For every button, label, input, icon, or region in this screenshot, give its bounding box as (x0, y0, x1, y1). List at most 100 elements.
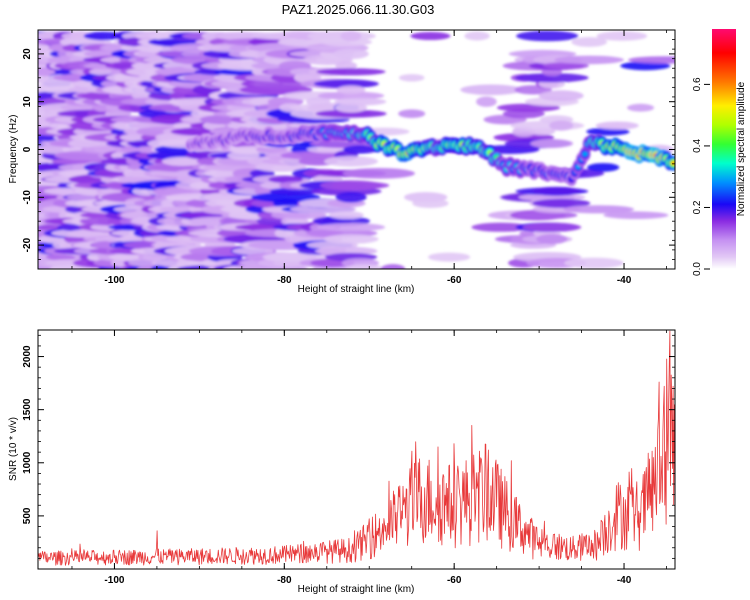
spectrogram-cell (471, 222, 530, 232)
snr-series-line (38, 330, 675, 566)
figure-title: PAZ1.2025.066.11.30.G03 (282, 2, 435, 17)
spectrogram-cell (251, 192, 321, 203)
spectrogram-cell (595, 121, 639, 130)
spectrogram-cell (317, 91, 385, 100)
spectrogram-cell (296, 74, 322, 82)
x-tick-label: -80 (277, 575, 292, 586)
spectrogram-ridge-core (582, 151, 588, 157)
spectrogram-cell (515, 73, 589, 83)
x-tick-label: -40 (617, 575, 632, 586)
x-tick-label: -100 (104, 575, 124, 586)
spectrogram-cell (336, 85, 366, 95)
spectrogram-cell (316, 68, 386, 76)
spectrogram-cell (464, 31, 490, 41)
spectrogram-cell (517, 211, 578, 219)
x-tick-label: -60 (447, 575, 462, 586)
spectrogram-cell (628, 56, 675, 64)
spectrogram-marks (38, 30, 675, 269)
snr-xlabel: Height of straight line (km) (298, 584, 415, 595)
x-tick-label: -80 (277, 275, 292, 286)
spectrogram-cell (532, 198, 591, 208)
spectrogram-ridge (185, 123, 675, 187)
spectrogram-cell (268, 175, 303, 183)
snr-panel: -100 -80 -60 -40 500 1000 1500 2000 Height of s… (8, 329, 676, 595)
spectrogram-cell (522, 222, 582, 232)
spectrogram-cell (571, 37, 608, 47)
colorbar-ticks: 0.0 0.2 0.4 0.6 (692, 77, 710, 276)
snr-background (38, 330, 675, 569)
spectrogram-cell (627, 103, 655, 112)
y-tick-label: 500 (22, 507, 33, 524)
spectrogram-cell (380, 264, 406, 269)
spectrogram-cell (335, 192, 367, 203)
x-tick-label: -60 (447, 275, 462, 286)
spectrogram-cell (281, 211, 327, 220)
spectrogram-ridge-core (670, 160, 675, 166)
spectrogram-cell (316, 223, 386, 232)
spectrogram-cell (587, 163, 620, 172)
colorbar-tick-label: 0.4 (692, 139, 703, 153)
spectrogram-cell (516, 30, 579, 42)
colorbar-gradient (712, 29, 736, 269)
spectrogram-cell (323, 234, 379, 244)
spectrogram-cell (331, 181, 390, 190)
snr-ticks: -100 -80 -60 -40 500 1000 1500 2000 (22, 330, 675, 586)
spectrogram-cell (315, 109, 387, 118)
spectrogram-cell (315, 246, 378, 256)
x-tick-label: -40 (617, 275, 632, 286)
spectrogram-ylabel: Frequency (Hz) (8, 115, 19, 184)
spectrogram-cell (343, 168, 415, 179)
spectrogram-cell (530, 139, 574, 148)
spectrogram-cell (554, 55, 624, 65)
spectrogram-cell (334, 97, 387, 106)
spectrogram-cell (269, 187, 321, 195)
snr-frame (37, 329, 676, 570)
spectrogram-cell (532, 186, 581, 196)
spectrogram-field (38, 30, 675, 269)
spectrogram-cell (563, 205, 635, 214)
colorbar-tick-label: 0.0 (692, 262, 703, 276)
spectrogram-cell (538, 90, 584, 102)
spectrogram-cell (603, 211, 669, 219)
spectrogram-cell (340, 30, 362, 42)
y-tick-label: 0 (22, 146, 33, 152)
spectrogram-cell (428, 252, 471, 262)
spectrogram-cell (549, 120, 574, 131)
spectrogram-cell (476, 96, 497, 107)
spectrogram-cell (335, 61, 358, 71)
spectrogram-cell (536, 234, 568, 245)
spectrogram-cell (398, 109, 426, 118)
colorbar: 0.0 0.2 0.4 0.6 Normalized spectral amplitu… (692, 29, 747, 276)
y-tick-label: 10 (22, 96, 33, 108)
spectrogram-cell (83, 31, 124, 41)
spectrogram-cell (313, 79, 379, 89)
spectrogram-cell (333, 48, 369, 60)
spectrogram-cell (272, 163, 299, 172)
spectrogram-cell (345, 264, 385, 269)
spectrogram-cell (542, 62, 589, 70)
snr-ylabel: SNR (10 * v/v) (8, 417, 19, 481)
spectrogram-cell (620, 61, 671, 71)
spectrogram-cell (343, 145, 378, 154)
spectrogram-cell (412, 198, 449, 208)
y-tick-label: -20 (22, 237, 33, 252)
spectrogram-cell (410, 32, 451, 40)
spectrogram-cell (596, 31, 648, 41)
spectrogram-cell (564, 257, 624, 269)
y-tick-label: 2000 (22, 345, 33, 368)
y-tick-label: 20 (22, 48, 33, 60)
spectrogram-xlabel: Height of straight line (km) (298, 284, 415, 295)
colorbar-tick-label: 0.2 (692, 200, 703, 214)
colorbar-label: Normalized spectral amplitude (736, 81, 747, 216)
spectrogram-cell (328, 211, 364, 220)
y-tick-label: 1000 (22, 451, 33, 474)
spectrogram-cell (324, 156, 378, 167)
colorbar-tick-label: 0.6 (692, 77, 703, 91)
y-tick-label: 1500 (22, 398, 33, 421)
y-tick-label: -10 (22, 190, 33, 205)
spectrogram-cell (320, 37, 372, 47)
x-tick-label: -100 (104, 275, 124, 286)
